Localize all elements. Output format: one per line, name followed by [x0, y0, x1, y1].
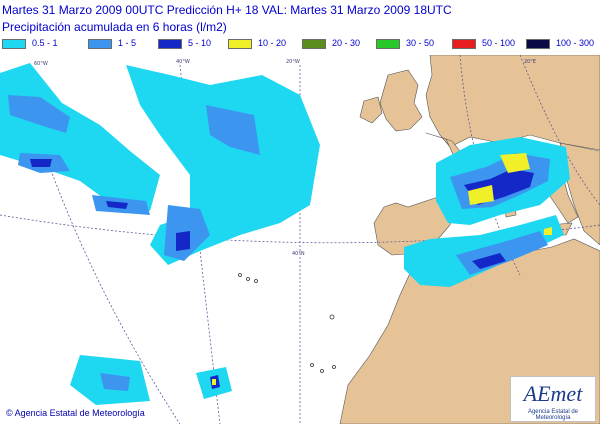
precipitation-map: 60°W 40°W 20°W 20°E 40°N: [0, 55, 600, 424]
forecast-header-line: Martes 31 Marzo 2009 00UTC Predicción H+…: [2, 3, 452, 17]
precip-west-band-moderate: [8, 95, 70, 133]
label-40n: 40°N: [292, 251, 305, 257]
legend-swatch-8: [526, 39, 550, 49]
legend-label-1: 0.5 - 1: [32, 38, 58, 48]
legend-swatch-1: [2, 39, 26, 49]
legend-swatch-2: [88, 39, 112, 49]
copyright-credit: © Agencia Estatal de Meteorología: [6, 408, 145, 418]
precip-algeria-band-heavy: [472, 253, 506, 269]
label-20e: 20°E: [524, 59, 536, 65]
landmass-north-europe: [425, 55, 600, 151]
label-40w: 40°W: [176, 59, 190, 65]
legend-label-3: 5 - 10: [188, 38, 212, 48]
precip-med-storm-core-a: [500, 153, 530, 173]
precipitation-legend: 0.5 - 1 1 - 5 5 - 10 10 - 20 20 - 30 30 …: [0, 37, 600, 51]
precip-med-storm-core-b: [468, 185, 494, 205]
legend-swatch-6: [376, 39, 400, 49]
product-title: Precipitación acumulada en 6 horas (l/m2…: [2, 20, 227, 34]
island-canaries-3: [332, 365, 336, 369]
legend-swatch-5: [302, 39, 326, 49]
legend-label-4: 10 - 20: [258, 38, 287, 48]
island-azores-1: [238, 273, 242, 277]
legend-label-7: 50 - 100: [482, 38, 516, 48]
aemet-logo: AEmet Agencia Estatal de Meteorología: [510, 376, 596, 422]
graticule-labels: 60°W 40°W 20°W 20°E 40°N: [34, 59, 536, 257]
legend-label-6: 30 - 50: [406, 38, 435, 48]
aemet-logo-subtext: Agencia Estatal de Meteorología: [527, 409, 579, 421]
islands: [238, 273, 336, 373]
aemet-logo-mark: AEmet: [523, 381, 583, 406]
label-20w: 20°W: [286, 59, 300, 65]
legend-label-5: 20 - 30: [332, 38, 361, 48]
precip-central-band-heavy: [176, 231, 190, 251]
island-madeira: [329, 314, 335, 320]
precip-algeria-band-core: [544, 227, 552, 235]
legend-label-2: 1 - 5: [118, 38, 137, 48]
precip-central-band-light: [126, 65, 320, 265]
meridian-20e: [519, 55, 600, 206]
landmass-ireland: [359, 96, 383, 124]
island-canaries-1: [310, 363, 314, 367]
island-azores-3: [254, 279, 258, 283]
landmass-british-isles: [379, 69, 423, 132]
precipitation-cells: [0, 63, 570, 405]
island-canaries-2: [320, 369, 324, 373]
label-60w: 60°W: [34, 61, 48, 67]
precip-sw-patch-moderate: [100, 373, 130, 391]
legend-label-8: 100 - 300: [556, 38, 595, 48]
precip-south-cell-core: [212, 379, 216, 385]
legend-swatch-4: [228, 39, 252, 49]
legend-swatch-7: [452, 39, 476, 49]
precip-west-cell-heavy: [30, 159, 52, 167]
precip-mid-cell-heavy: [106, 201, 128, 209]
island-azores-2: [246, 277, 250, 281]
legend-swatch-3: [158, 39, 182, 49]
precip-cloud-streak: [206, 105, 260, 155]
